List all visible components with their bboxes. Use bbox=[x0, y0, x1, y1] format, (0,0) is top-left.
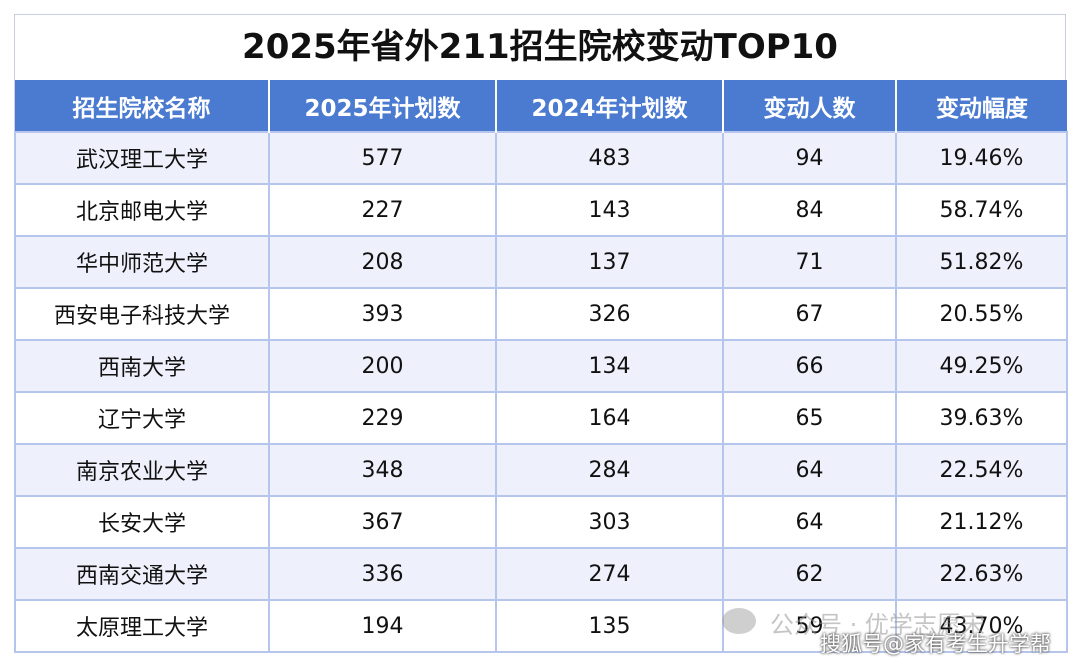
table-cell: 367 bbox=[268, 495, 497, 549]
header-row: 招生院校名称 2025年计划数 2024年计划数 变动人数 变动幅度 bbox=[15, 80, 1067, 132]
table-cell: 64 bbox=[722, 495, 897, 549]
table-cell: 348 bbox=[268, 443, 497, 497]
table-cell: 134 bbox=[495, 339, 724, 393]
table-cell: 39.63% bbox=[895, 391, 1068, 445]
table-cell: 393 bbox=[268, 287, 497, 341]
table-row: 武汉理工大学 577 483 94 19.46% bbox=[14, 131, 1068, 185]
table-cell: 太原理工大学 bbox=[14, 599, 270, 653]
table-cell: 194 bbox=[268, 599, 497, 653]
table-cell: 22.63% bbox=[895, 547, 1068, 601]
table-row: 西安电子科技大学 393 326 67 20.55% bbox=[14, 287, 1068, 341]
table-cell: 22.54% bbox=[895, 443, 1068, 497]
column-header: 招生院校名称 bbox=[15, 80, 269, 132]
table-cell: 62 bbox=[722, 547, 897, 601]
table-cell: 229 bbox=[268, 391, 497, 445]
table-cell: 84 bbox=[722, 183, 897, 237]
table-cell: 577 bbox=[268, 131, 497, 185]
table-cell: 143 bbox=[495, 183, 724, 237]
table-row: 太原理工大学 194 135 59 43.70% bbox=[14, 599, 1068, 653]
table-cell: 武汉理工大学 bbox=[14, 131, 270, 185]
table-cell: 51.82% bbox=[895, 235, 1068, 289]
table-cell: 49.25% bbox=[895, 339, 1068, 393]
table-cell: 326 bbox=[495, 287, 724, 341]
table-cell: 北京邮电大学 bbox=[14, 183, 270, 237]
table-cell: 94 bbox=[722, 131, 897, 185]
table-row: 辽宁大学 229 164 65 39.63% bbox=[14, 391, 1068, 445]
table-cell: 483 bbox=[495, 131, 724, 185]
table-cell: 135 bbox=[495, 599, 724, 653]
table-cell: 58.74% bbox=[895, 183, 1068, 237]
table-cell: 71 bbox=[722, 235, 897, 289]
table-card: 2025年省外211招生院校变动TOP10 招生院校名称 2025年计划数 2024… bbox=[14, 14, 1068, 653]
table-row: 长安大学 367 303 64 21.12% bbox=[14, 495, 1068, 549]
watermark: 搜狐号@家有考生升学帮 bbox=[820, 632, 1051, 656]
table-cell: 华中师范大学 bbox=[14, 235, 270, 289]
column-header: 2024年计划数 bbox=[495, 80, 723, 132]
table-cell: 164 bbox=[495, 391, 724, 445]
table-cell: 西南交通大学 bbox=[14, 547, 270, 601]
table-row: 南京农业大学 348 284 64 22.54% bbox=[14, 443, 1068, 497]
table-cell: 20.55% bbox=[895, 287, 1068, 341]
table-cell: 227 bbox=[268, 183, 497, 237]
table-row: 华中师范大学 208 137 71 51.82% bbox=[14, 235, 1068, 289]
table-cell: 303 bbox=[495, 495, 724, 549]
data-table: 招生院校名称 2025年计划数 2024年计划数 变动人数 变动幅度 武汉理工大学 577… bbox=[14, 80, 1068, 653]
table-cell: 南京农业大学 bbox=[14, 443, 270, 497]
table-cell: 336 bbox=[268, 547, 497, 601]
table-cell: 64 bbox=[722, 443, 897, 497]
table-row: 北京邮电大学 227 143 84 58.74% bbox=[14, 183, 1068, 237]
table-cell: 67 bbox=[722, 287, 897, 341]
table-cell: 274 bbox=[495, 547, 724, 601]
table-row: 西南交通大学 336 274 62 22.63% bbox=[14, 547, 1068, 601]
watermark-icon bbox=[722, 608, 756, 634]
table-cell: 59 bbox=[722, 599, 897, 653]
table-row: 西南大学 200 134 66 49.25% bbox=[14, 339, 1068, 393]
watermark: 公众号 · 优学志愿宋 bbox=[770, 611, 985, 639]
table-cell: 208 bbox=[268, 235, 497, 289]
table-cell: 西安电子科技大学 bbox=[14, 287, 270, 341]
table-cell: 长安大学 bbox=[14, 495, 270, 549]
table-cell: 284 bbox=[495, 443, 724, 497]
table-title: 2025年省外211招生院校变动TOP10 bbox=[242, 27, 838, 67]
table-cell: 137 bbox=[495, 235, 724, 289]
table-cell: 19.46% bbox=[895, 131, 1068, 185]
column-header: 变动幅度 bbox=[895, 80, 1067, 132]
column-header: 变动人数 bbox=[722, 80, 896, 132]
table-cell: 200 bbox=[268, 339, 497, 393]
table-cell: 65 bbox=[722, 391, 897, 445]
table-cell: 66 bbox=[722, 339, 897, 393]
table-body: 武汉理工大学 577 483 94 19.46% 北京邮电大学 227 143 84 58.74%… bbox=[14, 131, 1068, 653]
table-cell: 43.70% bbox=[895, 599, 1068, 653]
column-header: 2025年计划数 bbox=[268, 80, 496, 132]
table-cell: 21.12% bbox=[895, 495, 1068, 549]
table-cell: 西南大学 bbox=[14, 339, 270, 393]
table-cell: 辽宁大学 bbox=[14, 391, 270, 445]
